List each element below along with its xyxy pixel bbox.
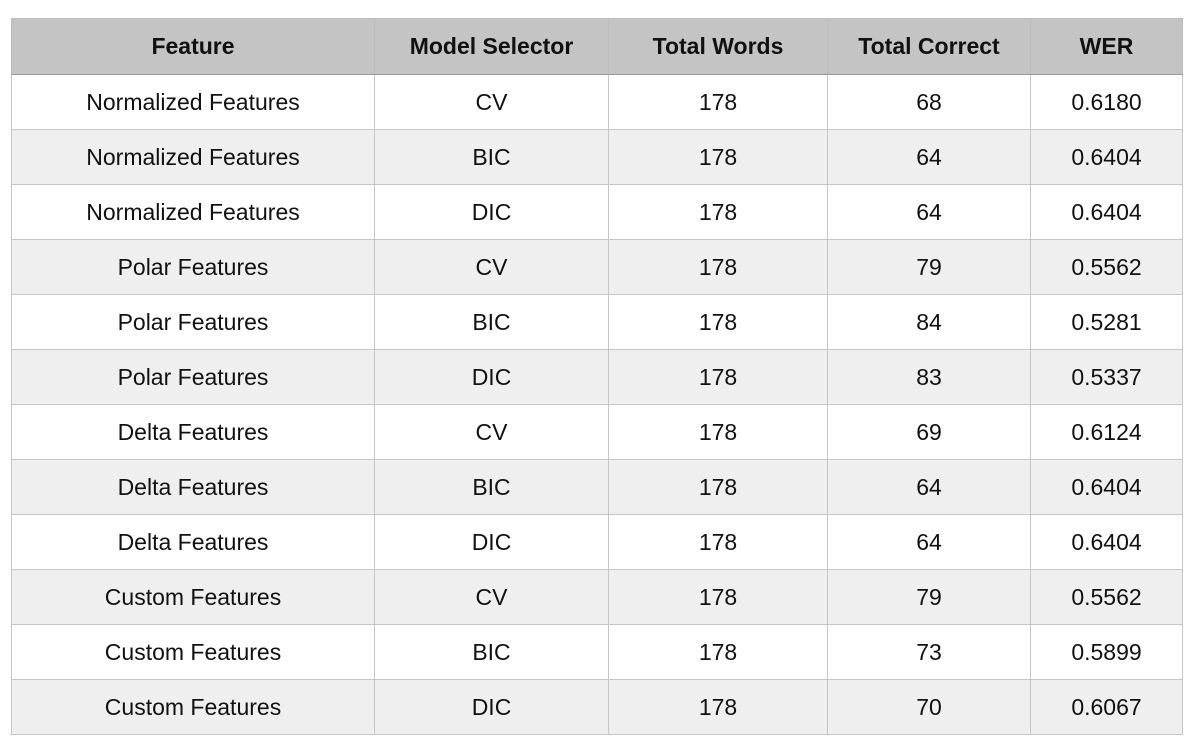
cell-total-correct: 73: [827, 624, 1031, 680]
table-row: Custom Features CV 178 79 0.5562: [11, 569, 1183, 625]
cell-total-correct: 83: [827, 349, 1031, 405]
header-total-words: Total Words: [608, 18, 828, 75]
cell-total-words: 178: [608, 349, 828, 405]
table-body: Normalized Features CV 178 68 0.6180 Normaliz…: [11, 74, 1183, 735]
cell-model-selector: DIC: [374, 184, 609, 240]
cell-model-selector: CV: [374, 569, 609, 625]
cell-total-correct: 79: [827, 569, 1031, 625]
table-header: Feature Model Selector Total Words Total…: [11, 18, 1183, 75]
cell-total-correct: 70: [827, 679, 1031, 735]
cell-total-correct: 68: [827, 74, 1031, 130]
cell-feature: Custom Features: [11, 624, 375, 680]
header-feature: Feature: [11, 18, 375, 75]
table-row: Delta Features DIC 178 64 0.6404: [11, 514, 1183, 570]
table-row: Delta Features CV 178 69 0.6124: [11, 404, 1183, 460]
header-wer: WER: [1030, 18, 1183, 75]
cell-feature: Normalized Features: [11, 184, 375, 240]
cell-feature: Polar Features: [11, 349, 375, 405]
cell-wer: 0.5899: [1030, 624, 1183, 680]
cell-model-selector: DIC: [374, 349, 609, 405]
cell-total-words: 178: [608, 294, 828, 350]
cell-total-correct: 79: [827, 239, 1031, 295]
table-row: Polar Features DIC 178 83 0.5337: [11, 349, 1183, 405]
cell-model-selector: BIC: [374, 624, 609, 680]
table-row: Polar Features BIC 178 84 0.5281: [11, 294, 1183, 350]
table-row: Custom Features BIC 178 73 0.5899: [11, 624, 1183, 680]
cell-model-selector: DIC: [374, 679, 609, 735]
cell-wer: 0.6124: [1030, 404, 1183, 460]
cell-total-words: 178: [608, 404, 828, 460]
cell-model-selector: CV: [374, 404, 609, 460]
cell-wer: 0.6404: [1030, 184, 1183, 240]
cell-model-selector: CV: [374, 239, 609, 295]
cell-feature: Custom Features: [11, 569, 375, 625]
results-table: Feature Model Selector Total Words Total…: [11, 18, 1183, 735]
cell-model-selector: DIC: [374, 514, 609, 570]
table-row: Polar Features CV 178 79 0.5562: [11, 239, 1183, 295]
table-row: Normalized Features DIC 178 64 0.6404: [11, 184, 1183, 240]
cell-wer: 0.5562: [1030, 569, 1183, 625]
cell-total-words: 178: [608, 679, 828, 735]
cell-wer: 0.5562: [1030, 239, 1183, 295]
cell-model-selector: BIC: [374, 294, 609, 350]
cell-model-selector: CV: [374, 74, 609, 130]
cell-total-correct: 84: [827, 294, 1031, 350]
table-row: Custom Features DIC 178 70 0.6067: [11, 679, 1183, 735]
table-row: Delta Features BIC 178 64 0.6404: [11, 459, 1183, 515]
cell-feature: Normalized Features: [11, 74, 375, 130]
cell-total-correct: 64: [827, 459, 1031, 515]
cell-total-words: 178: [608, 459, 828, 515]
cell-total-correct: 64: [827, 514, 1031, 570]
cell-wer: 0.6067: [1030, 679, 1183, 735]
cell-wer: 0.6404: [1030, 459, 1183, 515]
cell-feature: Delta Features: [11, 514, 375, 570]
cell-total-words: 178: [608, 624, 828, 680]
cell-feature: Delta Features: [11, 404, 375, 460]
cell-feature: Polar Features: [11, 239, 375, 295]
cell-total-correct: 64: [827, 129, 1031, 185]
cell-feature: Normalized Features: [11, 129, 375, 185]
table-row: Normalized Features CV 178 68 0.6180: [11, 74, 1183, 130]
cell-wer: 0.6180: [1030, 74, 1183, 130]
cell-model-selector: BIC: [374, 459, 609, 515]
cell-model-selector: BIC: [374, 129, 609, 185]
cell-total-words: 178: [608, 514, 828, 570]
cell-wer: 0.6404: [1030, 129, 1183, 185]
cell-feature: Custom Features: [11, 679, 375, 735]
header-row: Feature Model Selector Total Words Total…: [11, 18, 1183, 75]
cell-total-words: 178: [608, 239, 828, 295]
cell-feature: Polar Features: [11, 294, 375, 350]
cell-total-words: 178: [608, 74, 828, 130]
header-total-correct: Total Correct: [827, 18, 1031, 75]
header-model-selector: Model Selector: [374, 18, 609, 75]
cell-total-correct: 64: [827, 184, 1031, 240]
cell-wer: 0.6404: [1030, 514, 1183, 570]
table-row: Normalized Features BIC 178 64 0.6404: [11, 129, 1183, 185]
cell-wer: 0.5281: [1030, 294, 1183, 350]
cell-total-words: 178: [608, 569, 828, 625]
cell-total-correct: 69: [827, 404, 1031, 460]
cell-total-words: 178: [608, 184, 828, 240]
cell-wer: 0.5337: [1030, 349, 1183, 405]
cell-feature: Delta Features: [11, 459, 375, 515]
cell-total-words: 178: [608, 129, 828, 185]
